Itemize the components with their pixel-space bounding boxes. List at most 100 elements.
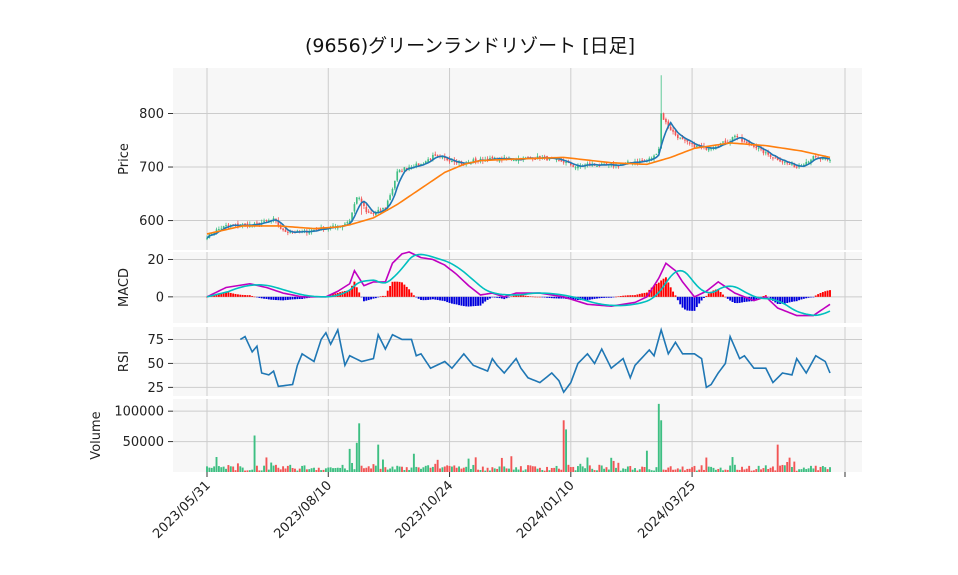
candle-body	[429, 158, 432, 160]
macd-histogram-bar	[277, 296, 280, 301]
candle-body	[539, 155, 541, 159]
volume-bar	[215, 457, 218, 472]
macd-histogram-bar	[605, 296, 608, 298]
macd-histogram-bar	[408, 289, 411, 297]
macd-histogram-bar	[472, 296, 475, 307]
x-tick-label: 2023/05/31	[150, 478, 214, 542]
macd-histogram-bar	[703, 296, 705, 298]
macd-histogram-bar	[524, 295, 527, 297]
macd-histogram-bar	[517, 295, 520, 297]
macd-histogram-bar	[365, 296, 368, 301]
macd-histogram-bar	[436, 296, 439, 301]
candle-body	[774, 157, 777, 159]
volume-bar	[422, 467, 425, 472]
volume-bar	[788, 457, 791, 472]
volume-y-tick-label: 50000	[123, 435, 164, 450]
macd-histogram-bar	[353, 281, 356, 297]
volume-bar	[372, 464, 375, 472]
macd-histogram-bar	[719, 292, 722, 297]
macd-histogram-bar	[236, 294, 239, 297]
macd-histogram-bar	[396, 281, 399, 297]
macd-histogram-bar	[401, 282, 403, 297]
candle-body	[669, 126, 672, 131]
volume-bar	[688, 468, 691, 472]
macd-histogram-bar	[422, 296, 425, 301]
candle-body	[757, 147, 760, 149]
macd-histogram-bar	[693, 296, 696, 311]
volume-bar	[576, 466, 579, 472]
volume-bar	[441, 467, 444, 472]
macd-histogram-bar	[527, 296, 529, 297]
macd-histogram-bar	[553, 296, 556, 299]
macd-histogram-bar	[427, 296, 430, 300]
macd-histogram-bar	[762, 296, 765, 297]
volume-bar	[403, 470, 406, 472]
volume-bar	[341, 464, 344, 472]
candle-body	[715, 146, 717, 148]
volume-bar	[320, 470, 323, 472]
candle-body	[389, 195, 391, 201]
volume-bar	[531, 466, 534, 472]
candle-body	[693, 143, 696, 148]
volume-bar	[546, 466, 548, 472]
volume-bar	[745, 468, 748, 472]
volume-bar	[277, 467, 280, 472]
volume-bar	[524, 469, 527, 472]
volume-bar	[500, 457, 503, 472]
volume-bar	[562, 420, 565, 472]
macd-histogram-bar	[743, 296, 746, 303]
macd-histogram-bar	[491, 296, 494, 298]
macd-histogram-bar	[519, 295, 522, 297]
macd-y-tick-label: 20	[147, 253, 164, 268]
volume-bar	[598, 464, 601, 472]
macd-histogram-bar	[398, 281, 401, 297]
macd-histogram-bar	[684, 296, 686, 310]
candle-body	[674, 130, 677, 136]
volume-bar	[736, 469, 739, 472]
macd-histogram-bar	[626, 295, 629, 297]
macd-histogram-bar	[598, 296, 601, 299]
candle-body	[617, 165, 620, 167]
macd-signal-line	[206, 253, 831, 317]
volume-bar	[515, 467, 518, 472]
volume-bar	[260, 470, 263, 472]
candle-body	[593, 164, 596, 166]
volume-bar	[436, 459, 439, 472]
volume-bar	[379, 468, 382, 472]
volume-bar	[572, 466, 575, 472]
macd-histogram-bar	[548, 296, 551, 298]
candle-body	[394, 180, 396, 189]
volume-bar	[607, 469, 610, 472]
volume-bar	[351, 462, 353, 472]
macd-histogram-bar	[279, 296, 282, 301]
macd-histogram-bar	[681, 296, 684, 308]
candle-body	[772, 157, 774, 159]
long-moving-average-line	[206, 142, 831, 235]
volume-bar	[826, 469, 829, 472]
volume-bar	[332, 468, 334, 472]
volume-bar	[498, 466, 501, 472]
macd-histogram-bar	[712, 290, 715, 297]
macd-histogram-bar	[522, 295, 525, 297]
macd-histogram-bar	[636, 294, 639, 297]
volume-bar	[415, 466, 418, 472]
volume-bar	[722, 470, 724, 472]
macd-histogram-bar	[543, 296, 546, 298]
candle-body	[367, 211, 370, 213]
volume-bar	[596, 470, 598, 472]
volume-bar	[248, 470, 251, 472]
macd-histogram-bar	[253, 296, 256, 298]
volume-bar	[324, 468, 327, 472]
macd-histogram-bar	[634, 295, 636, 297]
volume-bar	[812, 468, 815, 472]
candle-body	[401, 170, 403, 172]
macd-histogram-bar	[503, 296, 506, 300]
macd-histogram-bar	[351, 285, 353, 297]
macd-histogram-bar	[417, 296, 420, 299]
candle-body	[267, 220, 270, 222]
volume-bar	[239, 466, 242, 472]
candle-body	[791, 163, 793, 165]
volume-bar	[641, 466, 644, 472]
volume-bar	[313, 467, 315, 472]
macd-histogram-bar	[588, 296, 591, 300]
